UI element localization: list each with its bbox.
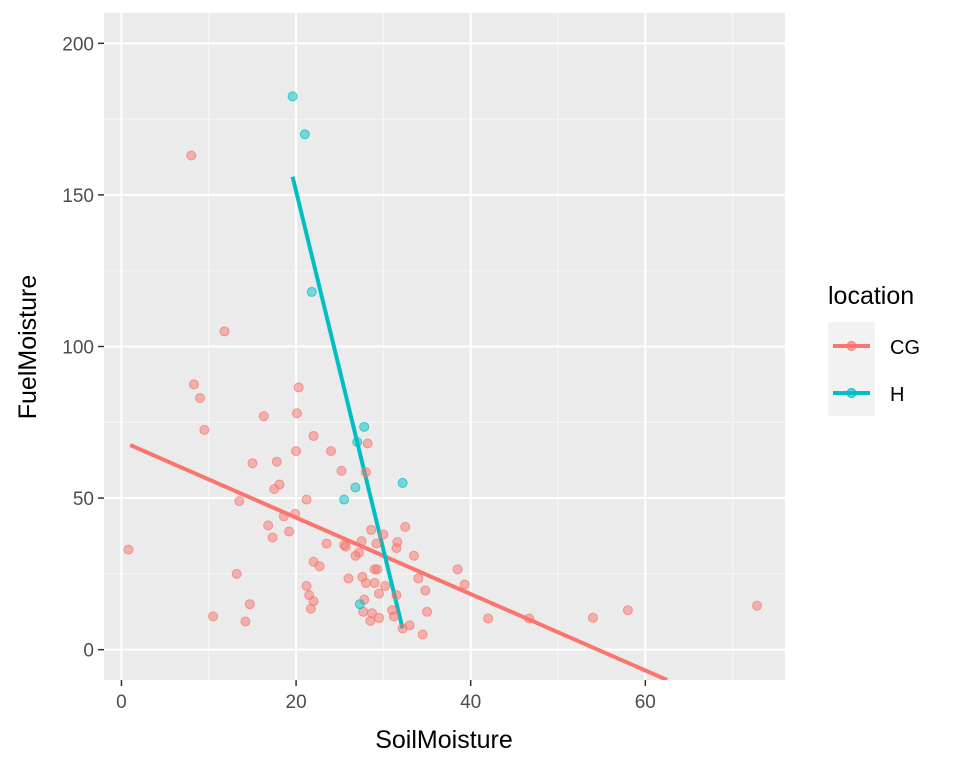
trend-lines bbox=[129, 176, 668, 680]
point-cg bbox=[366, 524, 377, 535]
point-cg bbox=[367, 608, 378, 619]
x-tick-label: 60 bbox=[635, 692, 656, 713]
point-cg bbox=[301, 581, 312, 592]
point-cg bbox=[293, 382, 304, 393]
x-axis-title: SoilMoisture bbox=[375, 726, 513, 754]
x-tick-label: 20 bbox=[286, 692, 307, 713]
point-cg bbox=[752, 600, 763, 611]
data-points bbox=[123, 91, 763, 640]
legend-key-point-h bbox=[846, 388, 857, 398]
point-cg bbox=[353, 547, 364, 558]
point-cg bbox=[622, 605, 633, 616]
point-cg bbox=[291, 408, 302, 419]
point-cg bbox=[360, 467, 371, 478]
point-cg bbox=[388, 611, 399, 622]
point-cg bbox=[459, 579, 470, 590]
point-cg bbox=[413, 573, 424, 584]
x-tick-label: 40 bbox=[460, 692, 481, 713]
point-cg bbox=[356, 536, 367, 547]
point-h bbox=[350, 482, 361, 493]
point-cg bbox=[267, 532, 278, 543]
point-cg bbox=[208, 611, 219, 622]
point-cg bbox=[186, 150, 197, 161]
y-axis-ticks: 0 50 100 150 200 bbox=[62, 34, 104, 662]
point-cg bbox=[336, 465, 347, 476]
point-cg bbox=[247, 458, 258, 469]
x-axis-ticks: 0 20 40 60 bbox=[116, 680, 656, 713]
point-cg bbox=[420, 585, 431, 596]
point-cg bbox=[219, 326, 230, 337]
point-cg bbox=[291, 446, 302, 457]
point-cg bbox=[290, 508, 301, 519]
point-cg bbox=[392, 537, 403, 548]
point-cg bbox=[123, 544, 134, 555]
point-cg bbox=[244, 599, 255, 610]
point-h bbox=[306, 286, 317, 297]
point-cg bbox=[417, 629, 428, 640]
point-cg bbox=[271, 456, 282, 467]
point-cg bbox=[274, 479, 285, 490]
major-gridlines bbox=[104, 13, 785, 680]
legend-label-cg: CG bbox=[890, 337, 920, 359]
point-h bbox=[299, 129, 310, 140]
point-cg bbox=[362, 438, 373, 449]
point-cg bbox=[452, 564, 463, 575]
point-h bbox=[354, 599, 365, 610]
legend-key-point-cg bbox=[846, 341, 857, 351]
point-cg bbox=[422, 606, 433, 617]
point-h bbox=[352, 437, 363, 448]
point-cg bbox=[258, 411, 269, 422]
point-cg bbox=[263, 520, 274, 531]
point-cg bbox=[234, 496, 245, 507]
legend: location CG H bbox=[828, 282, 920, 416]
trend-line-cg bbox=[129, 443, 668, 680]
point-cg bbox=[380, 581, 391, 592]
legend-title: location bbox=[828, 282, 914, 310]
point-cg bbox=[400, 521, 411, 532]
point-cg bbox=[199, 424, 210, 435]
point-cg bbox=[524, 613, 535, 624]
point-cg bbox=[587, 612, 598, 623]
point-cg bbox=[483, 613, 494, 624]
legend-label-h: H bbox=[890, 384, 904, 406]
point-h bbox=[339, 494, 350, 505]
point-cg bbox=[369, 577, 380, 588]
point-cg bbox=[284, 526, 295, 537]
y-tick-label: 0 bbox=[83, 641, 94, 662]
point-h bbox=[287, 91, 298, 102]
point-h bbox=[359, 421, 370, 432]
point-cg bbox=[321, 538, 332, 549]
point-cg bbox=[188, 379, 199, 390]
point-cg bbox=[372, 564, 383, 575]
trend-line-h bbox=[290, 176, 405, 629]
point-h bbox=[397, 477, 408, 488]
point-cg bbox=[408, 550, 419, 561]
point-cg bbox=[314, 561, 325, 572]
y-tick-label: 200 bbox=[62, 34, 94, 55]
point-cg bbox=[231, 568, 242, 579]
point-cg bbox=[240, 616, 251, 627]
y-tick-label: 50 bbox=[73, 489, 94, 510]
point-cg bbox=[195, 393, 206, 404]
point-cg bbox=[308, 596, 319, 607]
x-tick-label: 0 bbox=[116, 692, 127, 713]
point-cg bbox=[378, 529, 389, 540]
point-cg bbox=[301, 494, 312, 505]
point-cg bbox=[371, 538, 382, 549]
y-tick-label: 150 bbox=[62, 186, 94, 207]
point-cg bbox=[374, 612, 385, 623]
point-cg bbox=[343, 573, 354, 584]
point-cg bbox=[278, 511, 289, 522]
y-tick-label: 100 bbox=[62, 338, 94, 359]
point-cg bbox=[340, 541, 351, 552]
point-cg bbox=[326, 446, 336, 457]
point-cg bbox=[391, 590, 402, 601]
point-cg bbox=[360, 577, 371, 588]
y-axis-title: FuelMoisture bbox=[14, 275, 42, 420]
point-cg bbox=[404, 620, 415, 631]
point-cg bbox=[308, 430, 319, 441]
point-cg bbox=[374, 588, 385, 599]
